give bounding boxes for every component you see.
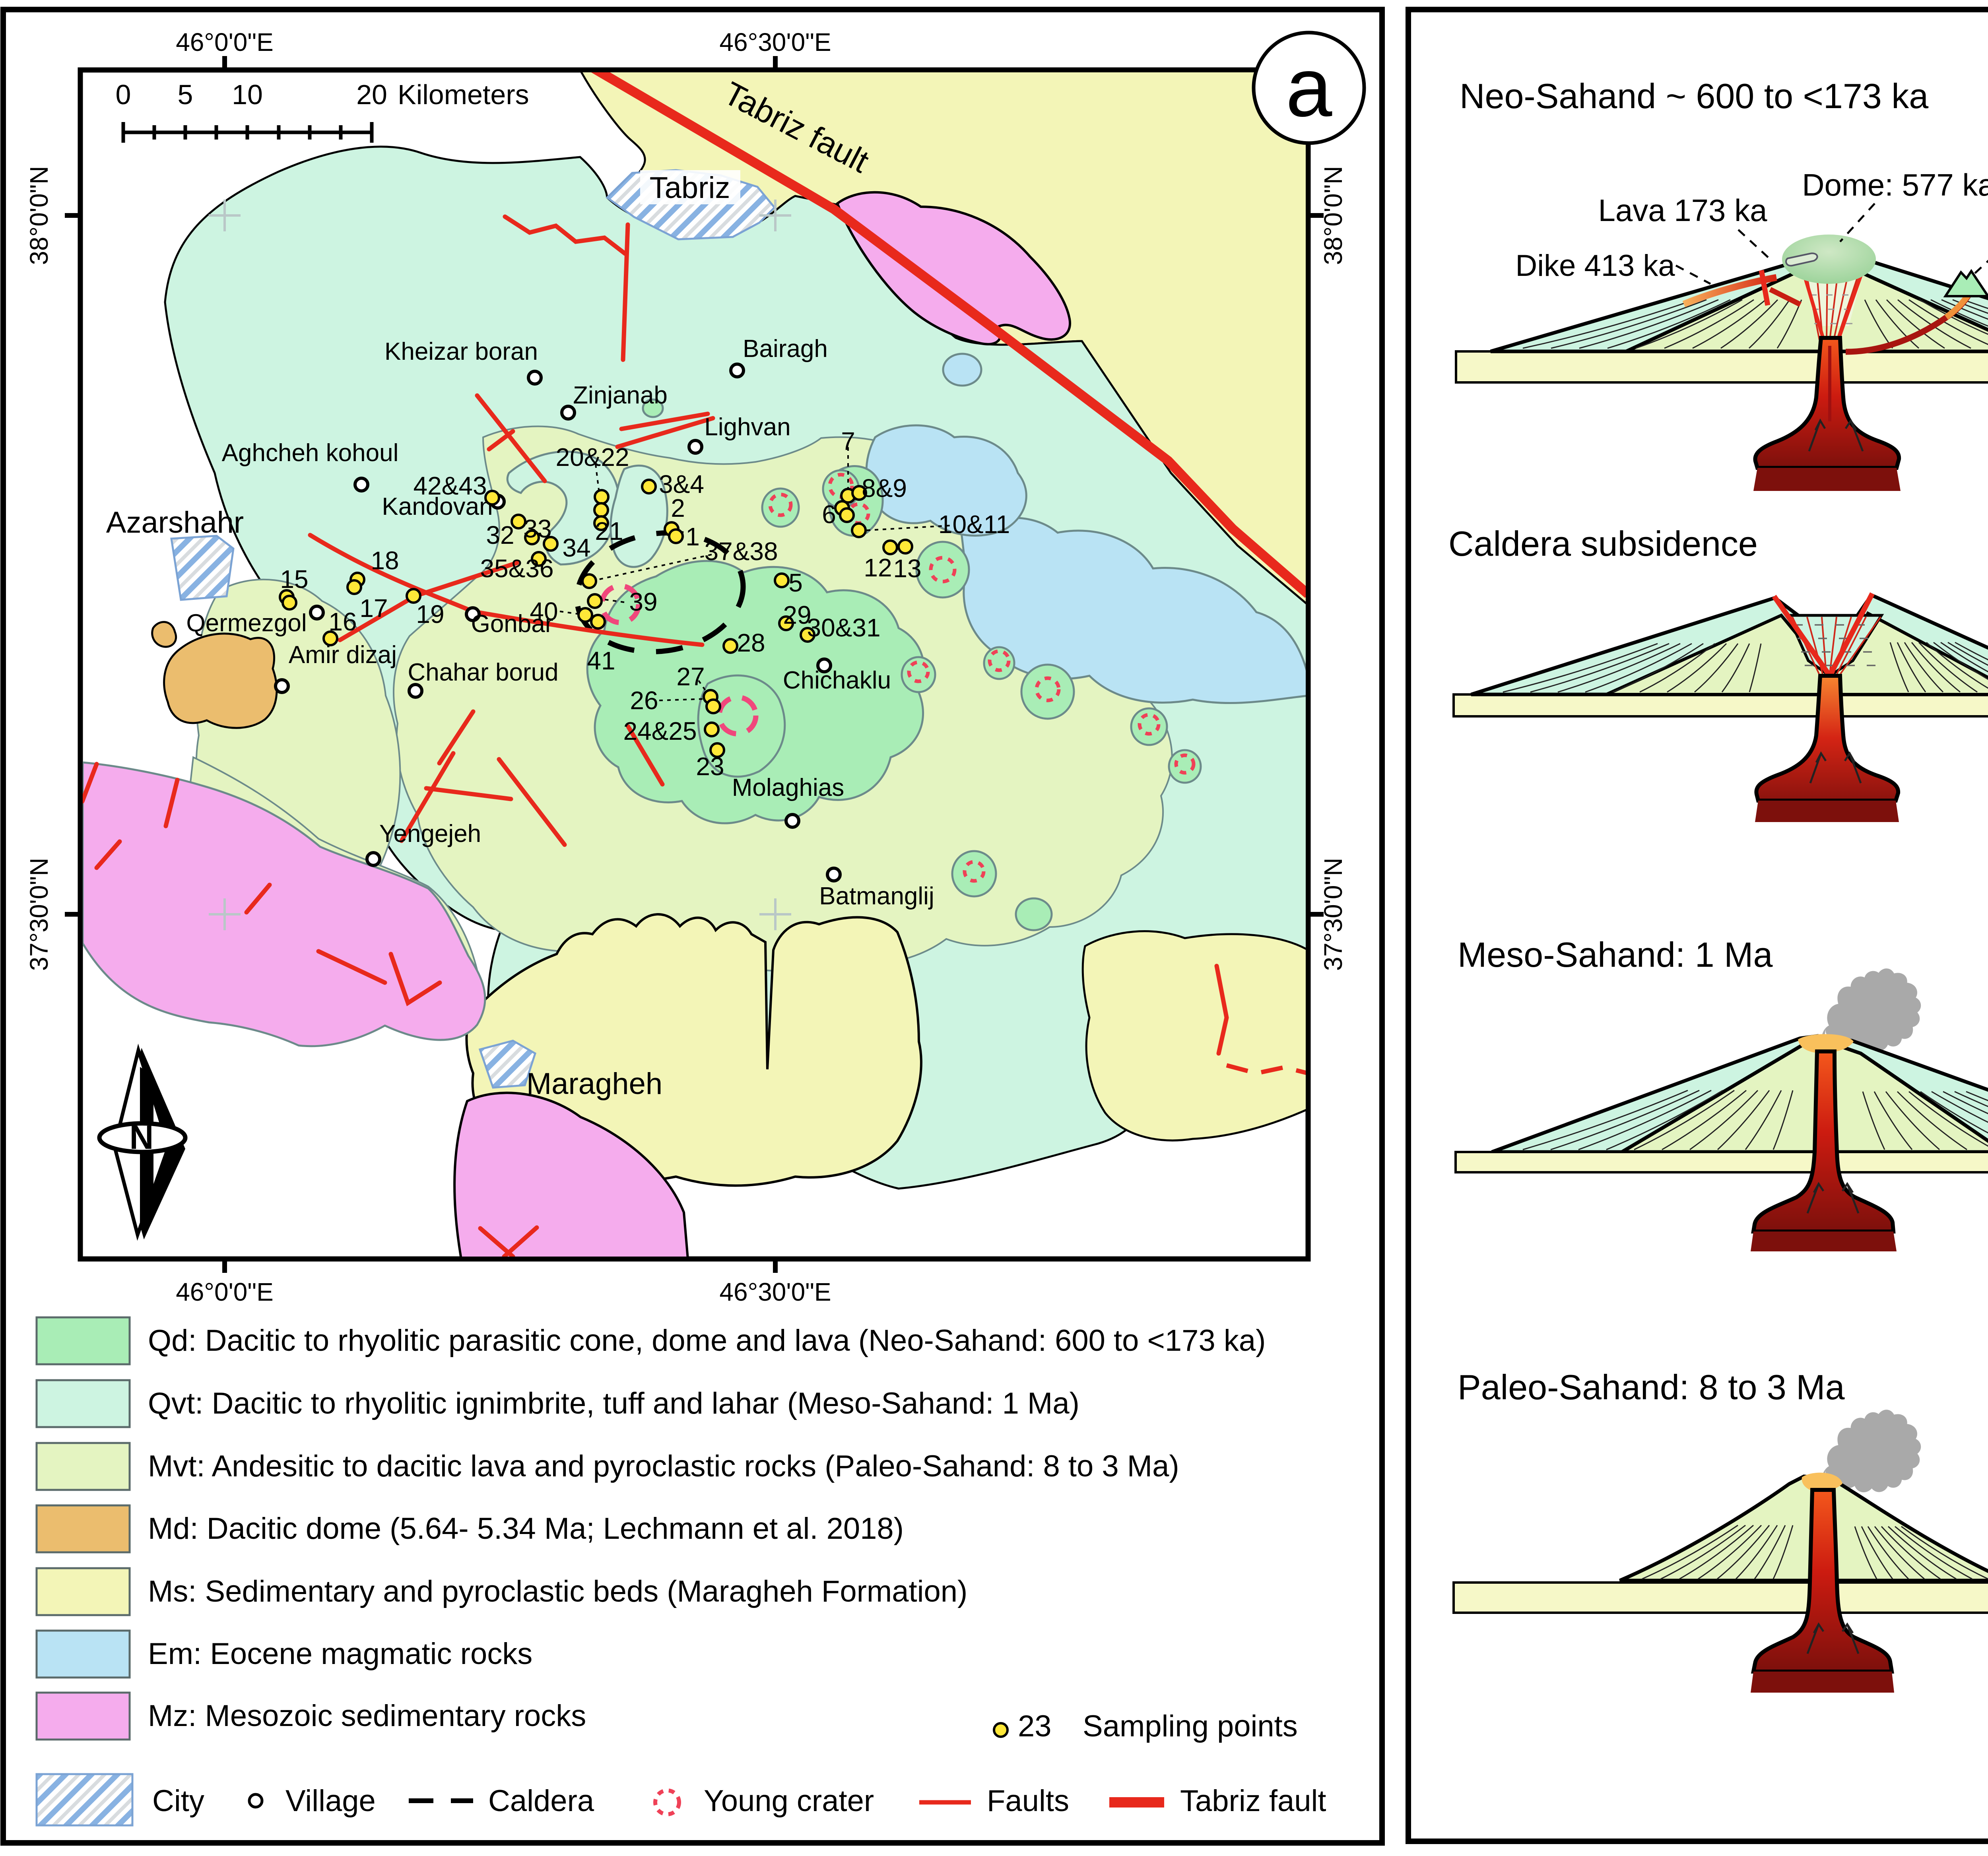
svg-text:Gonbar: Gonbar [471,610,553,638]
svg-text:Paleo-Sahand: 8 to 3 Ma: Paleo-Sahand: 8 to 3 Ma [1458,1367,1845,1407]
svg-text:27: 27 [676,662,705,691]
svg-text:Village: Village [285,1784,376,1818]
svg-text:Aghcheh kohoul: Aghcheh kohoul [222,439,399,467]
svg-text:2: 2 [671,494,685,522]
svg-text:Tabriz: Tabriz [650,171,730,205]
svg-text:21: 21 [595,517,623,545]
svg-text:23: 23 [696,752,724,781]
svg-text:26: 26 [630,686,658,715]
svg-text:5: 5 [178,79,193,110]
svg-text:39: 39 [629,588,657,616]
svg-text:Zinjanab: Zinjanab [573,382,668,409]
svg-text:Yengejeh: Yengejeh [379,820,481,848]
svg-text:Meso-Sahand: 1 Ma: Meso-Sahand: 1 Ma [1458,935,1773,974]
svg-text:City: City [152,1784,204,1818]
svg-text:Maragheh: Maragheh [526,1067,662,1101]
svg-text:20: 20 [356,79,387,110]
svg-text:24&25: 24&25 [623,717,697,745]
svg-text:1: 1 [685,522,700,551]
svg-text:Caldera subsidence: Caldera subsidence [1448,524,1758,563]
svg-text:Neo-Sahand ~ 600 to <173 ka: Neo-Sahand ~ 600 to <173 ka [1460,76,1928,116]
svg-text:18: 18 [371,546,399,575]
svg-text:Lava 173 ka: Lava 173 ka [1598,193,1767,228]
svg-text:7: 7 [841,427,855,456]
svg-text:Faults: Faults [987,1784,1069,1818]
svg-text:Molaghias: Molaghias [732,774,845,801]
svg-text:42&43: 42&43 [413,471,487,500]
svg-text:16: 16 [328,607,357,636]
svg-text:37°30'0"N: 37°30'0"N [1319,858,1347,971]
svg-text:Chichaklu: Chichaklu [783,667,891,694]
svg-text:Kilometers: Kilometers [398,79,529,110]
svg-text:6: 6 [822,500,836,529]
svg-text:40: 40 [530,597,558,626]
svg-text:Sampling points: Sampling points [1083,1709,1298,1743]
svg-text:N: N [130,1119,154,1156]
svg-text:38°0'0"N: 38°0'0"N [1319,166,1347,265]
svg-text:12: 12 [864,553,892,582]
svg-text:30&31: 30&31 [807,613,880,642]
svg-text:38°0'0"N: 38°0'0"N [25,166,53,265]
svg-text:Young crater: Young crater [704,1784,874,1818]
svg-text:3&4: 3&4 [659,470,704,498]
svg-text:5: 5 [788,568,803,597]
svg-text:13: 13 [893,554,921,583]
svg-text:46°30'0"E: 46°30'0"E [719,28,831,56]
svg-text:0: 0 [116,79,131,110]
svg-text:Batmanglij: Batmanglij [819,882,934,910]
svg-text:Em: Eocene magmatic rocks: Em: Eocene magmatic rocks [148,1637,532,1671]
svg-text:Qd: Dacitic to rhyolitic paras: Qd: Dacitic to rhyolitic parasitic cone,… [148,1324,1266,1358]
svg-text:Qvt: Dacitic to rhyolitic igni: Qvt: Dacitic to rhyolitic ignimbrite, tu… [148,1387,1079,1420]
svg-text:Mz: Mesozoic sedimentary rocks: Mz: Mesozoic sedimentary rocks [148,1699,586,1733]
svg-text:15: 15 [280,565,308,593]
svg-text:20&22: 20&22 [555,443,629,471]
svg-text:10&11: 10&11 [938,510,1010,539]
svg-text:28: 28 [737,628,765,657]
svg-text:35&36: 35&36 [480,554,553,583]
svg-text:Mvt: Andesitic to dacitic lava: Mvt: Andesitic to dacitic lava and pyroc… [148,1449,1179,1483]
svg-text:Dome: 577 ka: Dome: 577 ka [1802,167,1988,202]
svg-text:Amir dizaj: Amir dizaj [289,641,397,669]
svg-text:19: 19 [416,600,444,628]
svg-text:a: a [1286,41,1332,134]
svg-text:23: 23 [1018,1709,1052,1743]
svg-text:37&38: 37&38 [704,537,778,566]
svg-text:8&9: 8&9 [862,474,907,502]
svg-text:46°30'0"E: 46°30'0"E [719,1278,831,1306]
svg-text:Lighvan: Lighvan [704,413,790,441]
svg-text:41: 41 [587,646,615,675]
svg-text:46°0'0"E: 46°0'0"E [176,28,274,56]
svg-text:Caldera: Caldera [488,1784,594,1818]
svg-text:10: 10 [232,79,263,110]
svg-text:29: 29 [783,601,811,629]
svg-text:37°30'0"N: 37°30'0"N [25,858,53,971]
svg-text:Kandovan: Kandovan [382,493,493,520]
svg-text:Azarshahr: Azarshahr [106,506,244,539]
svg-text:17: 17 [359,594,388,623]
svg-text:33: 33 [523,514,551,543]
svg-text:Kheizar boran: Kheizar boran [384,338,538,365]
svg-text:Tabriz fault: Tabriz fault [1180,1784,1326,1818]
svg-text:Chahar borud: Chahar borud [408,659,558,686]
svg-text:34: 34 [562,533,590,562]
svg-text:Bairagh: Bairagh [743,335,828,363]
svg-text:32: 32 [486,521,514,549]
svg-text:Qermezgol: Qermezgol [186,609,307,637]
svg-text:Md: Dacitic dome (5.64- 5.34 M: Md: Dacitic dome (5.64- 5.34 Ma; Lechman… [148,1512,904,1546]
svg-text:46°0'0"E: 46°0'0"E [176,1278,274,1306]
svg-text:Ms: Sedimentary and pyroclasti: Ms: Sedimentary and pyroclastic beds (Ma… [148,1575,967,1608]
svg-text:Dike 413 ka: Dike 413 ka [1515,249,1675,283]
